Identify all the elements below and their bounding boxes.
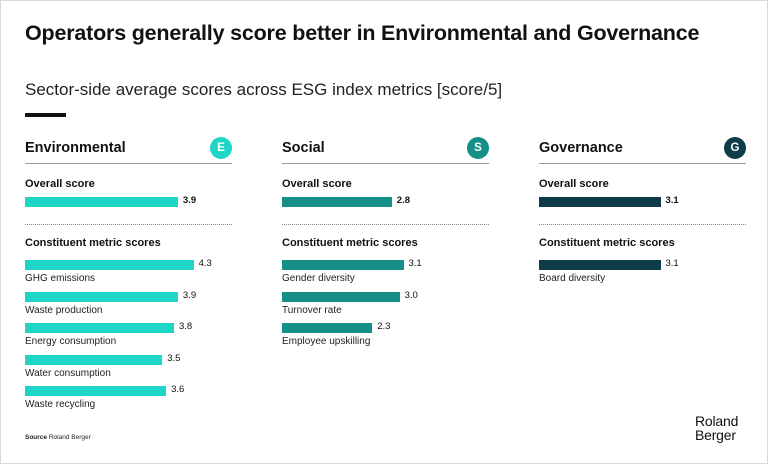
overall-score-label: Overall score (282, 178, 352, 190)
metric-label: Waste recycling (25, 399, 96, 410)
metric-row: 3.1 Gender diversity (282, 258, 489, 292)
overall-score-row: 3.9 (25, 195, 232, 229)
metric-label: Energy consumption (25, 336, 117, 347)
metric-label: Board diversity (539, 273, 606, 284)
metric-label: Employee upskilling (282, 336, 371, 347)
metric-value: 3.5 (167, 352, 181, 364)
metric-label: Water consumption (25, 367, 111, 379)
metric-row: 3.5 Water consumption (25, 352, 232, 387)
panel-social: Social S Overall score 2.8 Constituent metri… (282, 136, 489, 426)
metric-row: 3.6 Waste recycling (25, 384, 232, 418)
metric-value: 3.8 (179, 321, 193, 332)
metric-row: 3.8 Energy consumption (25, 321, 232, 355)
overall-score-label: Overall score (25, 178, 95, 190)
metric-label: GHG emissions (25, 273, 96, 284)
overall-score-value: 3.1 (665, 195, 679, 206)
metric-bar (282, 291, 400, 302)
overall-score-bar (25, 197, 178, 207)
source-label: Source (25, 434, 48, 441)
metric-value: 3.1 (408, 258, 422, 269)
metric-row: 3.1 Board diversity (539, 258, 746, 292)
overall-score-value: 2.8 (396, 195, 411, 206)
overall-score-value: 3.9 (182, 195, 197, 206)
dotted-separator (25, 224, 232, 225)
chart-title: Operators generally score better in Envi… (25, 21, 700, 45)
metric-label: Turnover rate (282, 304, 342, 316)
metric-bar (539, 260, 661, 270)
logo-line-1: Roland (695, 413, 739, 429)
panel-header: Governance G (539, 136, 746, 164)
dotted-separator (539, 224, 746, 225)
metric-value: 3.0 (404, 289, 418, 301)
panel-environmental: Environmental E Overall score 3.9 Constituen… (25, 136, 232, 426)
metric-value: 3.9 (182, 289, 197, 301)
constituent-metrics-label: Constituent metric scores (25, 237, 161, 249)
metric-label: Gender diversity (282, 273, 355, 284)
metric-value: 4.3 (198, 258, 212, 269)
metric-row: 3.0 Turnover rate (282, 289, 489, 324)
metric-bar (25, 260, 194, 270)
metric-row: 4.3 GHG emissions (25, 258, 232, 292)
metric-bar (25, 354, 163, 365)
metric-value: 2.3 (377, 321, 391, 332)
panel-title: Environmental (25, 140, 126, 156)
overall-score-row: 2.8 (282, 195, 489, 229)
title-underline (25, 113, 66, 117)
overall-score-bar (539, 197, 661, 207)
panel-badge: G (724, 137, 746, 159)
metric-value: 3.1 (665, 258, 679, 269)
metric-label: Waste production (25, 304, 103, 316)
metric-value: 3.6 (171, 384, 185, 395)
source-text: Roland Berger (48, 434, 91, 441)
metric-bar (25, 323, 174, 333)
panel-header: Environmental E (25, 136, 232, 164)
roland-berger-logo: Roland Berger (695, 414, 738, 442)
metric-bar (282, 323, 373, 333)
logo-line-2: Berger (695, 427, 736, 443)
panel-header: Social S (282, 136, 489, 164)
overall-score-label: Overall score (539, 178, 609, 190)
dotted-separator (282, 224, 489, 225)
constituent-metrics-label: Constituent metric scores (539, 237, 675, 249)
metric-row: 2.3 Employee upskilling (282, 321, 489, 355)
panel-badge: E (210, 137, 232, 159)
panel-badge: S (467, 137, 489, 159)
source-note: Source Roland Berger (25, 434, 91, 441)
overall-score-row: 3.1 (539, 195, 746, 229)
chart-subtitle: Sector-side average scores across ESG in… (25, 80, 503, 99)
metric-bar (282, 260, 404, 270)
metric-row: 3.9 Waste production (25, 289, 232, 324)
overall-score-bar (282, 197, 392, 207)
panel-title: Governance (539, 140, 623, 156)
constituent-metrics-label: Constituent metric scores (282, 237, 418, 249)
metric-bar (25, 291, 178, 302)
panel-title: Social (282, 140, 325, 156)
metric-bar (25, 386, 167, 396)
panel-governance: Governance G Overall score 3.1 Constituent m… (539, 136, 746, 426)
